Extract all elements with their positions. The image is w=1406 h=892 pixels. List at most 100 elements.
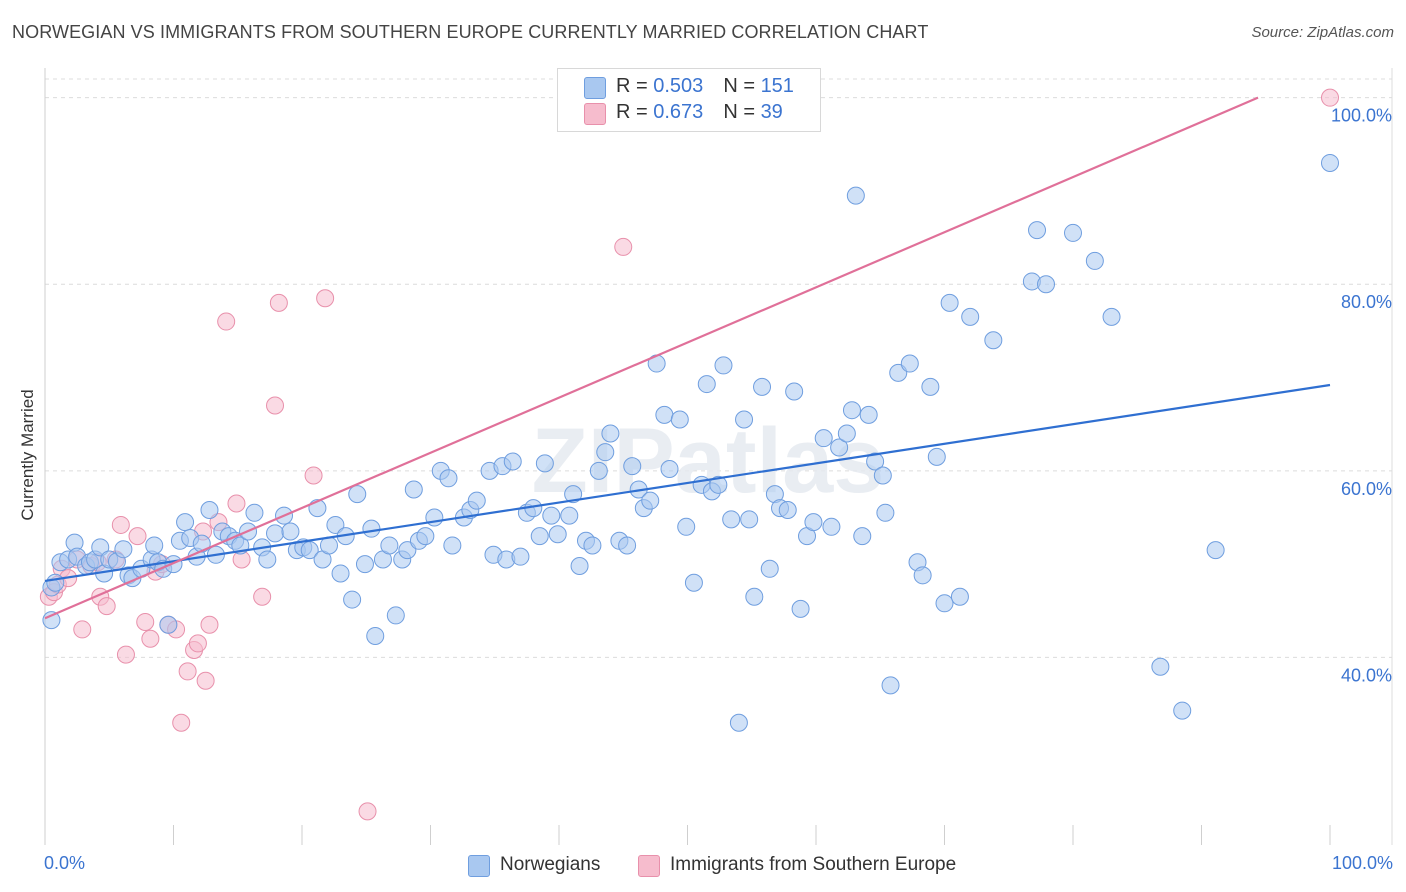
legend-swatch-pink [638, 855, 660, 877]
legend-swatch-pink [584, 103, 606, 125]
norwegians-point [355, 555, 374, 574]
norwegians-point [881, 676, 900, 695]
r-label: R = [616, 75, 654, 97]
norwegians-point [913, 566, 932, 585]
norwegians-point [961, 307, 980, 326]
y-tick-label: 40.0% [1341, 665, 1392, 685]
x-tick-label-max: 100.0% [1332, 853, 1393, 873]
immigrants-point [188, 634, 207, 653]
norwegians-point [560, 506, 579, 525]
norwegians-point [940, 293, 959, 312]
norwegians-point [670, 410, 689, 429]
norwegians-point [760, 559, 779, 578]
norwegians-point [439, 469, 458, 488]
norwegians-point [927, 447, 946, 466]
axes [44, 68, 1393, 845]
norwegians-point [1037, 275, 1056, 294]
norwegians-point [618, 536, 637, 555]
norwegians-point [641, 491, 660, 510]
norwegians-point [655, 405, 674, 424]
norwegians-point [1064, 223, 1082, 242]
norwegians-point [366, 626, 385, 645]
norwegians-point [830, 438, 849, 457]
norwegians-point [873, 466, 892, 485]
norwegians-point [1102, 307, 1121, 326]
norwegians-point [443, 536, 462, 555]
norwegians-point [778, 501, 797, 520]
norwegians-point [984, 331, 1003, 350]
norwegians-point [745, 587, 764, 606]
r-value: 0.503 [653, 75, 704, 97]
norwegians-point [145, 536, 164, 555]
norwegians-point [467, 491, 486, 510]
immigrants-point [358, 802, 377, 821]
immigrants-point [73, 620, 92, 639]
norwegians-point [511, 547, 530, 566]
norwegians-point [589, 461, 608, 480]
legend-swatch-blue [468, 855, 490, 877]
norwegians-point [935, 594, 954, 613]
norwegians-point [200, 501, 219, 520]
immigrants-point [227, 494, 246, 513]
immigrants-point [116, 645, 135, 664]
norwegians-point [1321, 153, 1339, 172]
immigrants-point [200, 615, 219, 634]
immigrants-point [178, 662, 197, 681]
norwegians-point [266, 524, 285, 543]
norwegians-point [859, 405, 878, 424]
norwegians-point [245, 503, 264, 522]
norwegians-point [281, 522, 300, 541]
immigrants-point [304, 466, 323, 485]
immigrants-point [217, 312, 236, 331]
norwegians-point [735, 410, 754, 429]
norwegians-point [535, 454, 554, 473]
norwegians-point [91, 538, 110, 557]
norwegians-point [729, 713, 748, 732]
norwegians-point [548, 525, 567, 544]
immigrants-point [316, 289, 335, 308]
legend-row-norwegians: R = 0.503 N = 151 [558, 75, 820, 101]
norwegians-point [1151, 657, 1170, 676]
immigrants-point [136, 612, 155, 631]
norwegians-point [822, 517, 841, 536]
immigrants-point [1321, 88, 1339, 107]
legend-label-norwegians: Norwegians [500, 854, 601, 875]
legend-row-immigrants: R = 0.673 N = 39 [558, 101, 820, 127]
immigrants-point [111, 515, 130, 534]
norwegians-point [866, 452, 885, 471]
n-label: N = [723, 75, 761, 97]
r-label: R = [616, 101, 654, 123]
tick-labels: 40.0% 60.0% 80.0% 100.0% 0.0% 100.0% [44, 106, 1393, 873]
norwegians-point [326, 515, 345, 534]
norwegians-point [921, 377, 940, 396]
norwegians-point [1028, 221, 1047, 240]
legend-row-text: R = 0.503 N = 151 [616, 75, 794, 98]
norwegians-point [684, 573, 703, 592]
chart-source: Source: ZipAtlas.com [1251, 24, 1394, 41]
norwegians-point [853, 527, 872, 546]
series-legend: Norwegians Immigrants from Southern Euro… [0, 850, 1406, 878]
trend-line-norwegians [44, 383, 1331, 583]
norwegians-point [542, 506, 561, 525]
norwegians-point [530, 527, 549, 546]
norwegians-point [46, 573, 65, 592]
norwegians-point [842, 401, 861, 420]
norwegians-point [416, 527, 435, 546]
immigrants-point [196, 671, 215, 690]
norwegians-point [722, 510, 741, 529]
norwegians-point [343, 590, 362, 609]
r-value: 0.673 [653, 101, 704, 123]
norwegians-point [114, 540, 133, 559]
norwegians-point [677, 517, 696, 536]
y-axis-label: Currently Married [18, 389, 37, 521]
immigrants-point [128, 527, 147, 546]
norwegians-point [1173, 701, 1192, 720]
norwegians-point [503, 452, 522, 471]
norwegians-point [570, 556, 589, 575]
legend-row-text: R = 0.673 N = 39 [616, 101, 783, 124]
norwegians-point [331, 564, 350, 583]
immigrants-point [97, 597, 116, 616]
norwegians-point [386, 606, 405, 625]
norwegians-point [601, 424, 620, 443]
norwegians-point [753, 377, 772, 396]
